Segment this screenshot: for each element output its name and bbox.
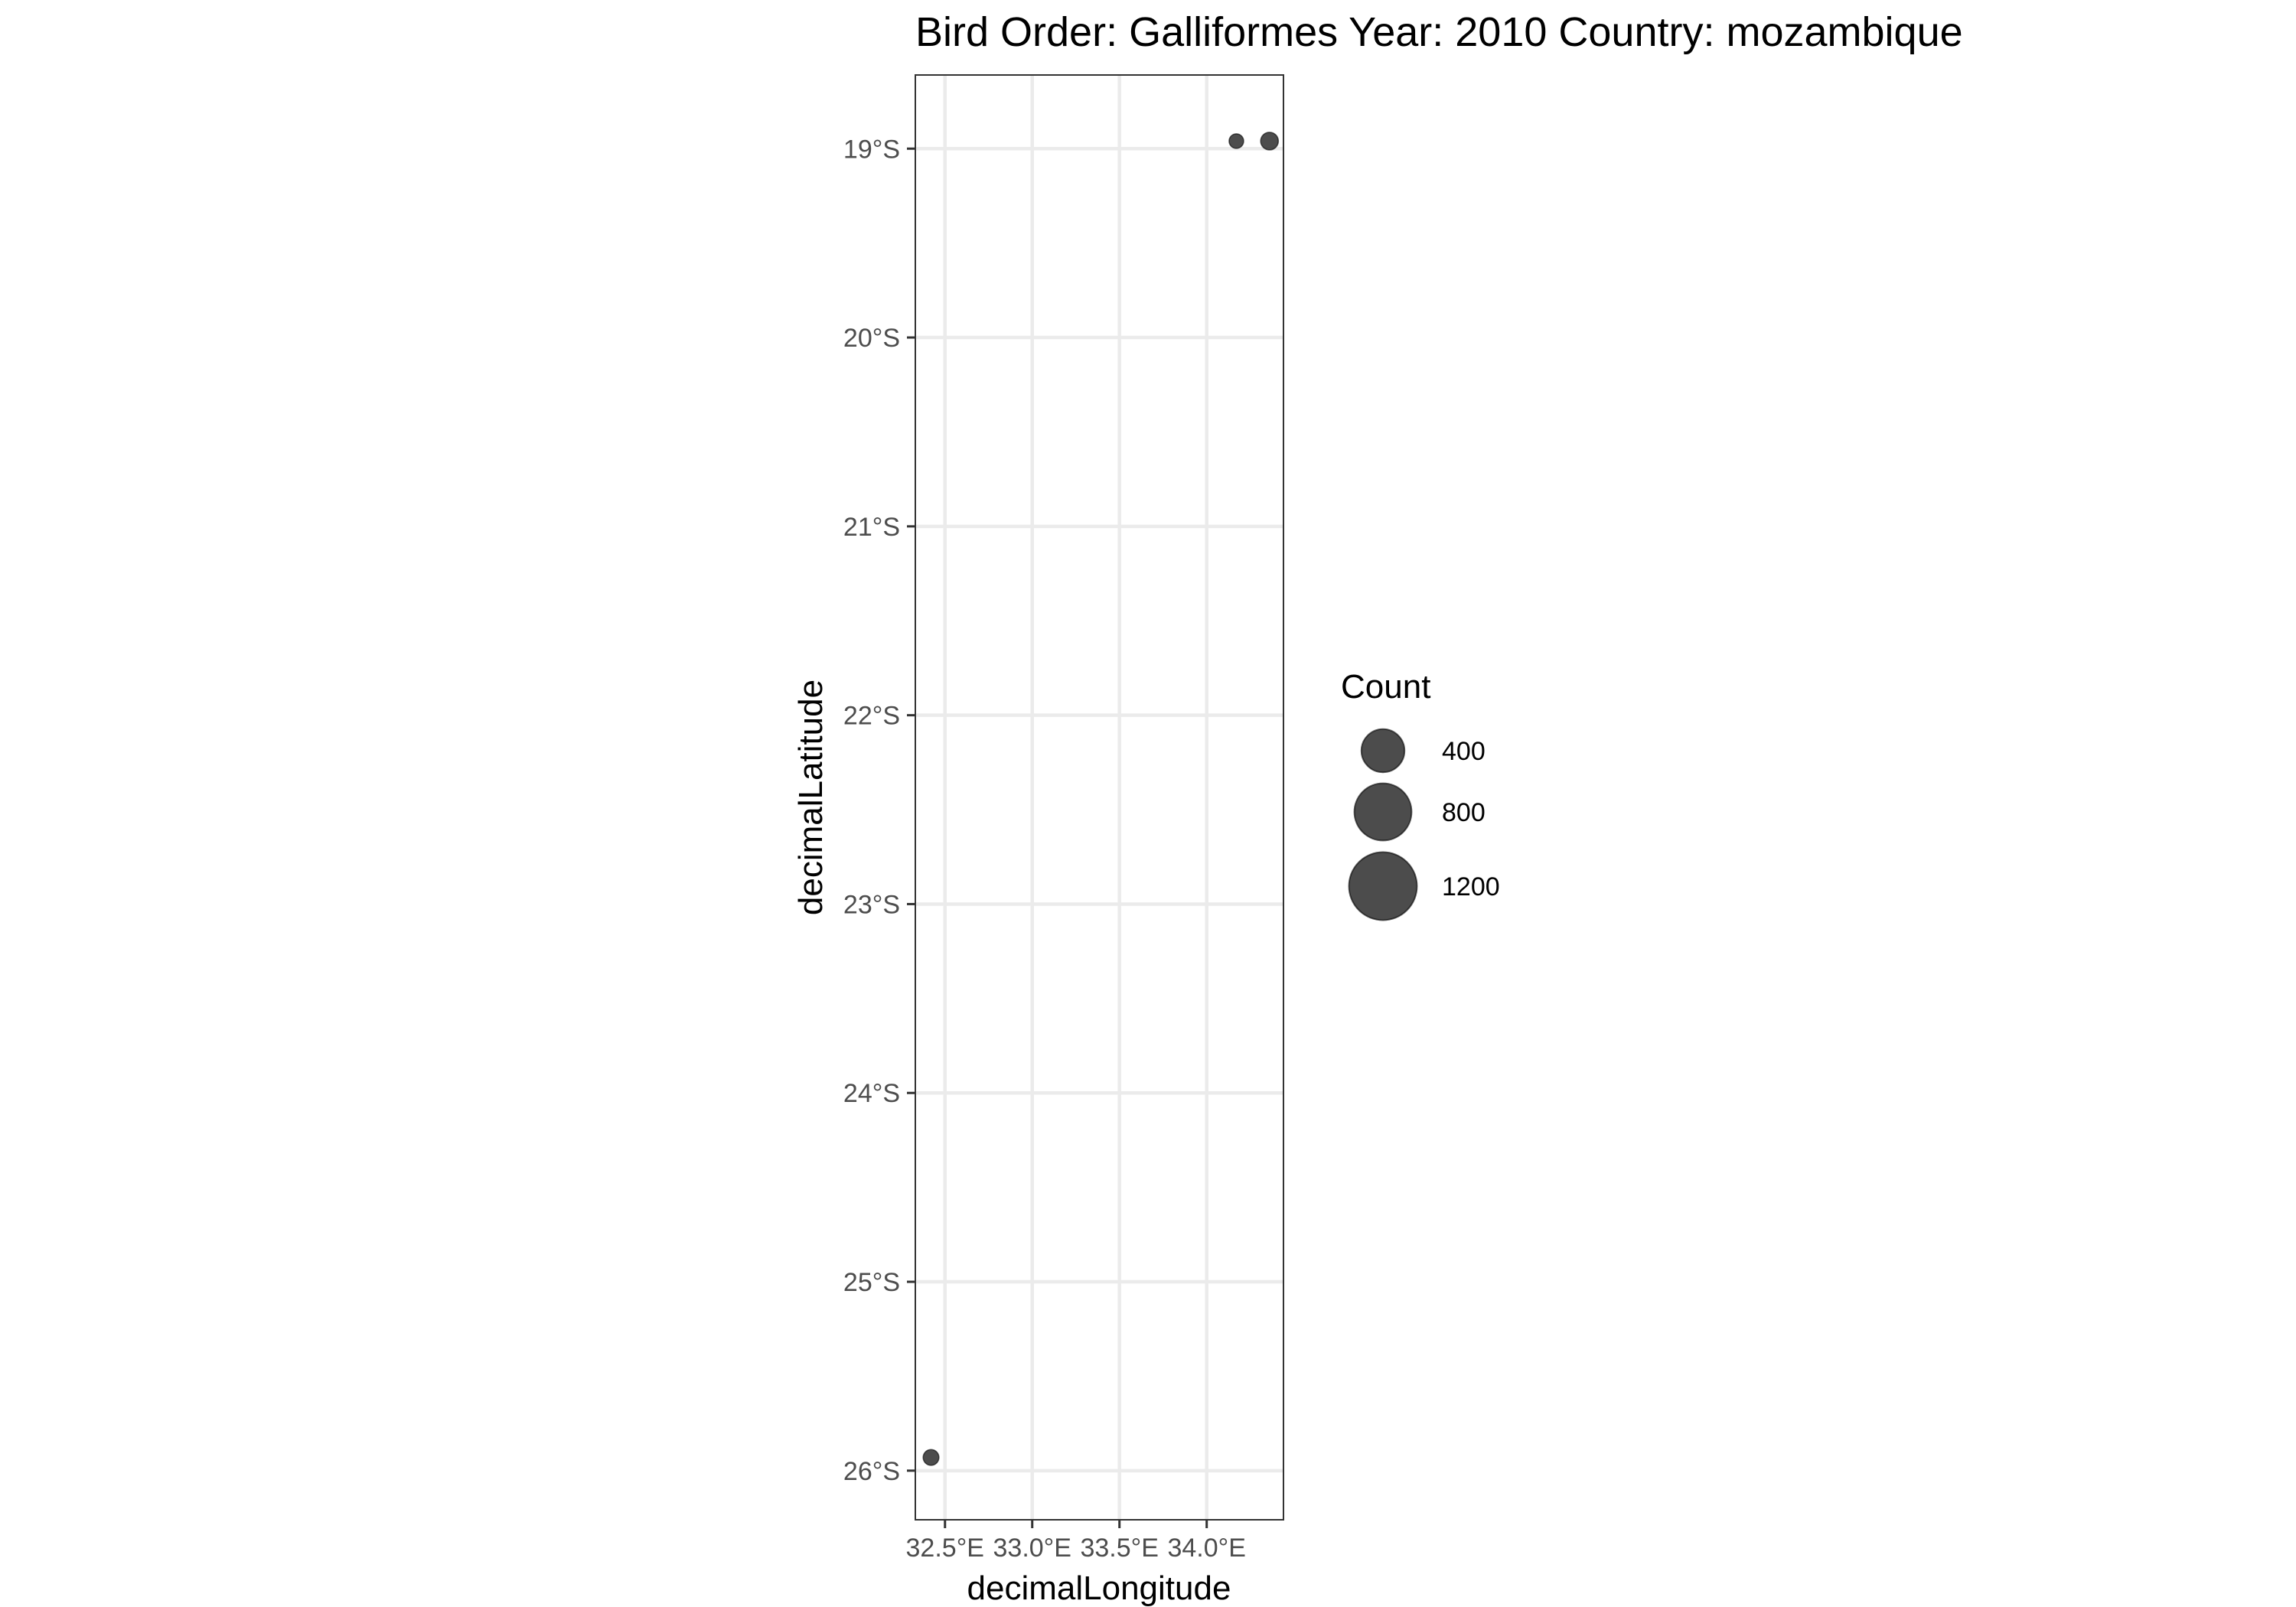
x-axis-title: decimalLongitude [967, 1570, 1231, 1607]
plot-panel [915, 74, 1284, 1521]
legend-key-circle [1348, 851, 1418, 921]
data-point [922, 1449, 940, 1466]
axis-ticks: 32.5°E 33.0°E 33.5°E 34.0°E 19°S 20°S 21°S 22°S… [843, 135, 1246, 1563]
legend-entries: 400 800 1200 [1348, 728, 1500, 921]
legend-key-circle [1360, 728, 1406, 774]
y-tick-label: 23°S [843, 890, 900, 919]
y-axis-title: decimalLatitude [792, 680, 830, 915]
y-tick-label: 22°S [843, 702, 900, 731]
data-points [922, 132, 1280, 1466]
x-tick-label: 32.5°E [906, 1534, 984, 1563]
y-tick-label: 19°S [843, 135, 900, 164]
legend-title: Count [1341, 668, 1430, 706]
y-tick-label: 24°S [843, 1079, 900, 1108]
y-tick-label: 21°S [843, 513, 900, 542]
chart-title: Bird Order: Galliformes Year: 2010 Count… [915, 9, 1963, 55]
data-point [1260, 132, 1280, 151]
x-tick-label: 33.5°E [1080, 1534, 1158, 1563]
legend-label: 800 [1442, 798, 1486, 827]
legend-key-circle [1353, 782, 1413, 842]
legend-label: 1200 [1442, 872, 1500, 901]
x-tick-label: 33.0°E [993, 1534, 1071, 1563]
legend-label: 400 [1442, 737, 1486, 766]
y-tick-label: 26°S [843, 1457, 900, 1486]
x-tick-label: 34.0°E [1167, 1534, 1245, 1563]
grid [915, 75, 1283, 1520]
data-point [1228, 133, 1244, 149]
y-tick-label: 25°S [843, 1268, 900, 1297]
legend: Count 400 800 1200 [1341, 668, 1500, 921]
y-tick-label: 20°S [843, 324, 900, 353]
